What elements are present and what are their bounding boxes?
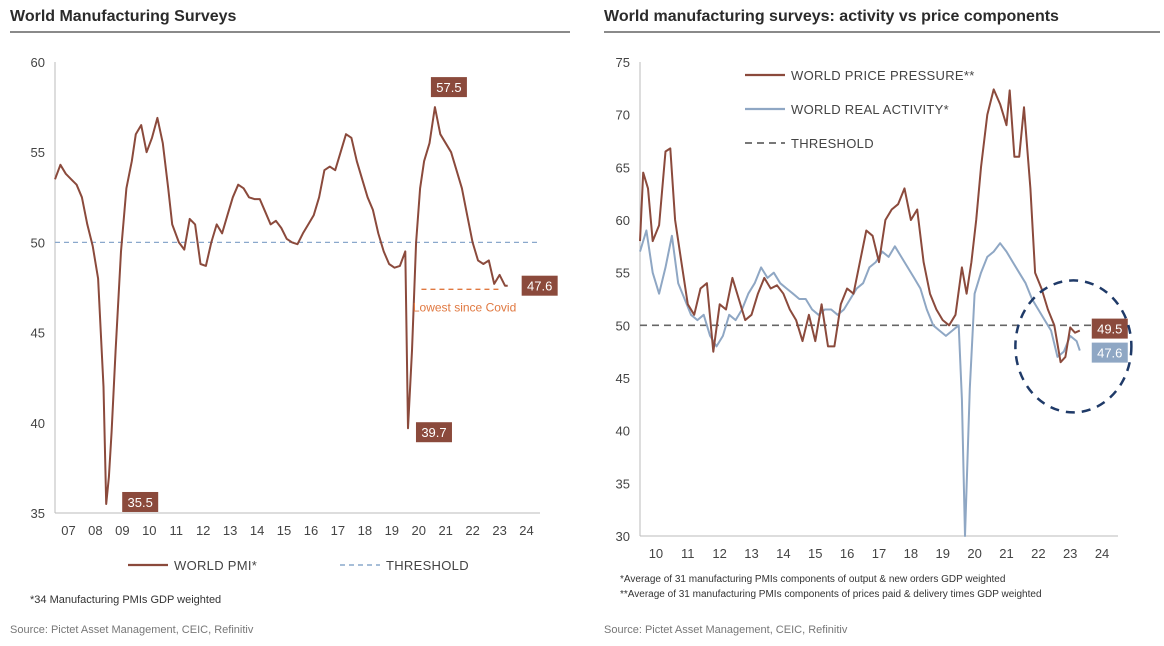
right-chart-panel: World manufacturing surveys: activity vs… [600,0,1164,646]
callout-2020-low-text: 39.7 [421,425,446,440]
x-tick-label: 20 [967,546,981,561]
x-tick-label: 07 [61,523,75,538]
right-chart-title: World manufacturing surveys: activity vs… [604,8,1059,25]
x-tick-label: 21 [999,546,1013,561]
right-footnote-2: **Average of 31 manufacturing PMIs compo… [620,589,1042,600]
y-tick-label: 75 [616,55,630,70]
series-line-world-pmi [54,106,508,505]
y-tick-label: 55 [616,266,630,281]
x-tick-label: 22 [1031,546,1045,561]
x-tick-label: 24 [1095,546,1109,561]
left-chart-title: World Manufacturing Surveys [10,8,237,25]
x-tick-label: 15 [808,546,822,561]
y-tick-label: 60 [31,55,45,70]
callout-peak-box [430,77,467,98]
left-footnote: *34 Manufacturing PMIs GDP weighted [30,594,222,606]
legend-label-threshold: THRESHOLD [386,558,469,573]
y-tick-label: 35 [31,506,45,521]
x-tick-label: 13 [744,546,758,561]
x-tick-label: 15 [277,523,291,538]
callout-latest-box [521,275,558,296]
x-tick-label: 12 [196,523,210,538]
callout-activity-latest-text: 47.6 [1097,346,1122,361]
callout-2009-low-box [122,491,159,512]
series-line-world-real-activity [639,229,1081,537]
legend-label-world-pmi: WORLD PMI* [174,558,257,573]
callout-2009-low-text: 35.5 [128,495,153,510]
left-source: Source: Pictet Asset Management, CEIC, R… [10,624,254,636]
x-tick-label: 17 [872,546,886,561]
y-tick-label: 55 [31,145,45,160]
y-tick-label: 30 [616,529,630,544]
x-tick-label: 19 [935,546,949,561]
x-tick-label: 23 [1063,546,1077,561]
y-tick-label: 65 [616,160,630,175]
right-title-rule [604,31,1160,33]
y-tick-label: 45 [616,371,630,386]
x-tick-label: 14 [776,546,790,561]
x-tick-label: 23 [492,523,506,538]
callout-peak-text: 57.5 [436,80,461,95]
x-tick-label: 11 [170,523,184,538]
x-tick-label: 09 [115,523,129,538]
y-tick-label: 70 [616,108,630,123]
y-tick-label: 40 [616,424,630,439]
x-tick-label: 20 [412,523,426,538]
x-tick-label: 16 [304,523,318,538]
y-tick-label: 40 [31,416,45,431]
x-tick-label: 10 [649,546,663,561]
x-tick-label: 24 [519,523,533,538]
left-title-rule [10,31,570,33]
x-tick-label: 13 [223,523,237,538]
right-source: Source: Pictet Asset Management, CEIC, R… [604,624,848,636]
x-tick-label: 12 [712,546,726,561]
x-tick-label: 16 [840,546,854,561]
series-line-world-price-pressure [639,88,1081,364]
y-tick-label: 50 [616,318,630,333]
x-tick-label: 18 [904,546,918,561]
highlight-circle [1014,279,1133,414]
x-tick-label: 22 [465,523,479,538]
y-tick-label: 60 [616,213,630,228]
lowest-since-covid-label: Lowest since Covid [413,300,516,314]
callout-price-latest-box [1091,318,1128,339]
x-tick-label: 19 [385,523,399,538]
left-chart-panel: World Manufacturing Surveys 35 40 45 50 55 60… [0,0,575,646]
x-tick-label: 11 [681,546,695,561]
legend-label-price-pressure: WORLD PRICE PRESSURE** [791,68,975,83]
legend-label-threshold: THRESHOLD [791,136,874,151]
right-footnote-1: *Average of 31 manufacturing PMIs compon… [620,574,1006,585]
y-tick-label: 35 [616,476,630,491]
x-tick-label: 18 [358,523,372,538]
callout-activity-latest-box [1091,342,1128,363]
right-chart-svg: 30 35 40 45 50 55 60 65 70 75 10 11 12 13 14 15 16 17 18 19… [616,55,1133,561]
callout-latest-text: 47.6 [527,279,552,294]
left-chart-svg: 35 40 45 50 55 60 07 08 09 10 11 12 13 14 15 16 17 18 19 20… [31,55,558,573]
y-tick-label: 45 [31,326,45,341]
x-tick-label: 08 [88,523,102,538]
y-tick-label: 50 [31,235,45,250]
x-tick-label: 21 [438,523,452,538]
x-tick-label: 17 [331,523,345,538]
x-tick-label: 10 [142,523,156,538]
callout-price-latest-text: 49.5 [1097,322,1122,337]
callout-2020-low-box [415,422,452,443]
legend-label-real-activity: WORLD REAL ACTIVITY* [791,102,949,117]
x-tick-label: 14 [250,523,264,538]
